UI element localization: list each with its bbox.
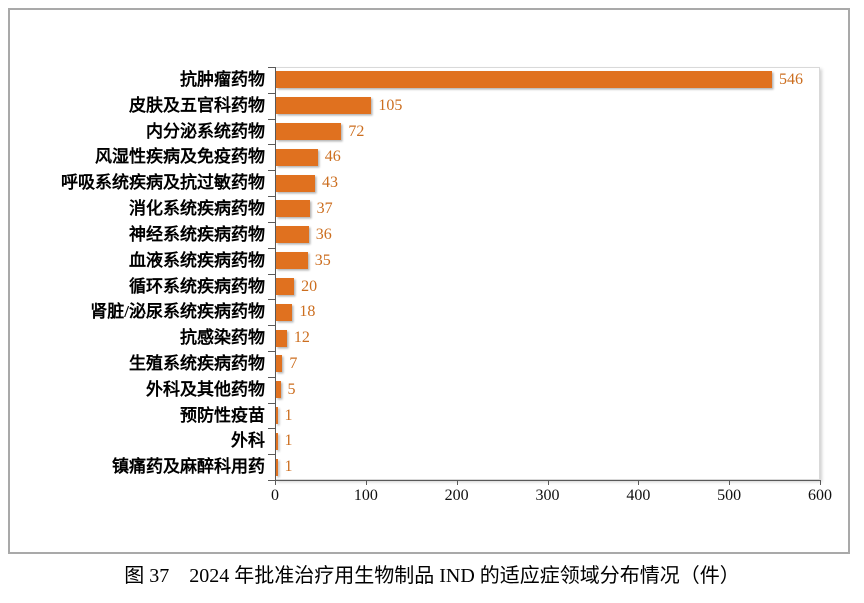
category-label: 内分泌系统药物 bbox=[146, 121, 265, 141]
category-label: 消化系统疾病药物 bbox=[129, 199, 265, 219]
y-axis-tick bbox=[268, 196, 275, 198]
x-axis-tick bbox=[275, 480, 276, 485]
bar-row: 血液系统疾病药物 35 bbox=[10, 248, 848, 274]
bar-row: 循环系统疾病药物 20 bbox=[10, 274, 848, 300]
value-label: 46 bbox=[324, 148, 341, 166]
y-axis-tick bbox=[268, 376, 275, 378]
bar-row: 皮肤及五官科药物 105 bbox=[10, 93, 848, 119]
category-label: 风湿性疾病及免疫药物 bbox=[95, 147, 265, 167]
y-axis-tick bbox=[268, 454, 275, 456]
value-label: 36 bbox=[315, 225, 332, 243]
bar-row: 抗肿瘤药物 546 bbox=[10, 67, 848, 93]
x-axis-label: 600 bbox=[808, 487, 832, 504]
value-label: 546 bbox=[778, 71, 803, 88]
category-label: 肾脏/泌尿系统疾病药物 bbox=[90, 302, 265, 322]
bar-row: 风湿性疾病及免疫药物 46 bbox=[10, 144, 848, 170]
bar-row: 外科 1 bbox=[10, 428, 848, 454]
category-label: 抗感染药物 bbox=[180, 328, 265, 348]
value-label: 72 bbox=[348, 122, 365, 140]
plot-area bbox=[275, 67, 820, 480]
bar-row: 消化系统疾病药物 37 bbox=[10, 196, 848, 222]
x-axis-label: 300 bbox=[535, 487, 560, 504]
figure-caption: 图 37 2024 年批准治疗用生物制品 IND 的适应症领域分布情况（件） bbox=[124, 565, 740, 587]
x-axis-label: 100 bbox=[353, 487, 378, 504]
category-label: 皮肤及五官科药物 bbox=[129, 95, 265, 115]
value-label: 35 bbox=[314, 251, 331, 269]
value-label: 37 bbox=[316, 200, 333, 218]
bar bbox=[276, 71, 772, 89]
bar bbox=[276, 123, 342, 141]
bar-row: 预防性疫苗 1 bbox=[10, 403, 848, 429]
y-axis-tick bbox=[268, 480, 275, 481]
x-axis-tick bbox=[729, 480, 731, 485]
bar bbox=[276, 303, 293, 321]
value-label: 12 bbox=[293, 329, 310, 347]
value-label: 18 bbox=[299, 303, 316, 321]
bar bbox=[276, 381, 281, 399]
bar bbox=[276, 226, 309, 244]
x-axis-tick bbox=[547, 480, 549, 485]
value-label: 1 bbox=[284, 406, 293, 424]
x-axis-label: 200 bbox=[444, 487, 469, 504]
y-axis-tick bbox=[268, 273, 275, 275]
value-label: 1 bbox=[284, 458, 293, 476]
category-label: 预防性疫苗 bbox=[180, 405, 265, 425]
bar bbox=[276, 432, 278, 450]
y-axis-tick bbox=[268, 350, 275, 352]
bar-row: 肾脏/泌尿系统疾病药物 18 bbox=[10, 299, 848, 325]
bar bbox=[276, 329, 287, 347]
bar bbox=[276, 355, 283, 373]
bar bbox=[276, 97, 372, 115]
y-axis-tick bbox=[268, 402, 275, 404]
bar bbox=[276, 252, 308, 270]
bar bbox=[276, 200, 310, 218]
value-label: 1 bbox=[284, 432, 293, 450]
y-axis-tick bbox=[268, 92, 275, 94]
y-axis-tick bbox=[268, 170, 275, 172]
value-label: 105 bbox=[378, 96, 403, 114]
y-axis-tick bbox=[268, 221, 275, 223]
category-label: 生殖系统疾病药物 bbox=[129, 353, 265, 373]
category-label: 外科 bbox=[231, 431, 265, 451]
x-axis-tick bbox=[456, 480, 458, 485]
bar bbox=[276, 406, 278, 424]
bar bbox=[276, 148, 318, 166]
bar-row: 镇痛药及麻醉科用药 1 bbox=[10, 454, 848, 480]
y-axis-tick bbox=[268, 67, 275, 68]
bar-row: 生殖系统疾病药物 7 bbox=[10, 351, 848, 377]
value-label: 20 bbox=[301, 277, 318, 295]
bar bbox=[276, 277, 295, 295]
category-label: 神经系统疾病药物 bbox=[129, 224, 265, 244]
x-axis-label: 500 bbox=[717, 487, 742, 504]
x-axis-tick bbox=[820, 480, 821, 485]
value-label: 43 bbox=[322, 174, 339, 192]
value-label: 7 bbox=[289, 354, 298, 372]
x-axis-tick bbox=[365, 480, 367, 485]
bar-row: 神经系统疾病药物 36 bbox=[10, 222, 848, 248]
category-label: 循环系统疾病药物 bbox=[129, 276, 265, 296]
category-label: 镇痛药及麻醉科用药 bbox=[112, 457, 265, 477]
y-axis-tick bbox=[268, 247, 275, 249]
bar-row: 抗感染药物 12 bbox=[10, 325, 848, 351]
x-axis-label: 0 bbox=[271, 487, 279, 504]
y-axis-tick bbox=[268, 299, 275, 301]
category-label: 血液系统疾病药物 bbox=[129, 250, 265, 270]
chart-figure: 抗肿瘤药物 546 皮肤及五官科药物 105 内分泌系统药物 72 风湿性疾病及免疫药物 46… bbox=[8, 8, 850, 554]
category-label: 呼吸系统疾病及抗过敏药物 bbox=[61, 173, 265, 193]
y-axis-tick bbox=[268, 428, 275, 430]
bar bbox=[276, 174, 316, 192]
y-axis-line bbox=[275, 67, 276, 481]
value-label: 5 bbox=[287, 380, 296, 398]
category-label: 抗肿瘤药物 bbox=[180, 70, 265, 89]
bar-row: 外科及其他药物 5 bbox=[10, 377, 848, 403]
bar-row: 呼吸系统疾病及抗过敏药物 43 bbox=[10, 170, 848, 196]
bar bbox=[276, 458, 278, 476]
x-axis-label: 400 bbox=[626, 487, 651, 504]
category-label: 外科及其他药物 bbox=[146, 379, 265, 399]
y-axis-tick bbox=[268, 118, 275, 120]
y-axis-tick bbox=[268, 325, 275, 327]
x-axis-tick bbox=[638, 480, 640, 485]
y-axis-tick bbox=[268, 144, 275, 146]
bar-row: 内分泌系统药物 72 bbox=[10, 119, 848, 145]
